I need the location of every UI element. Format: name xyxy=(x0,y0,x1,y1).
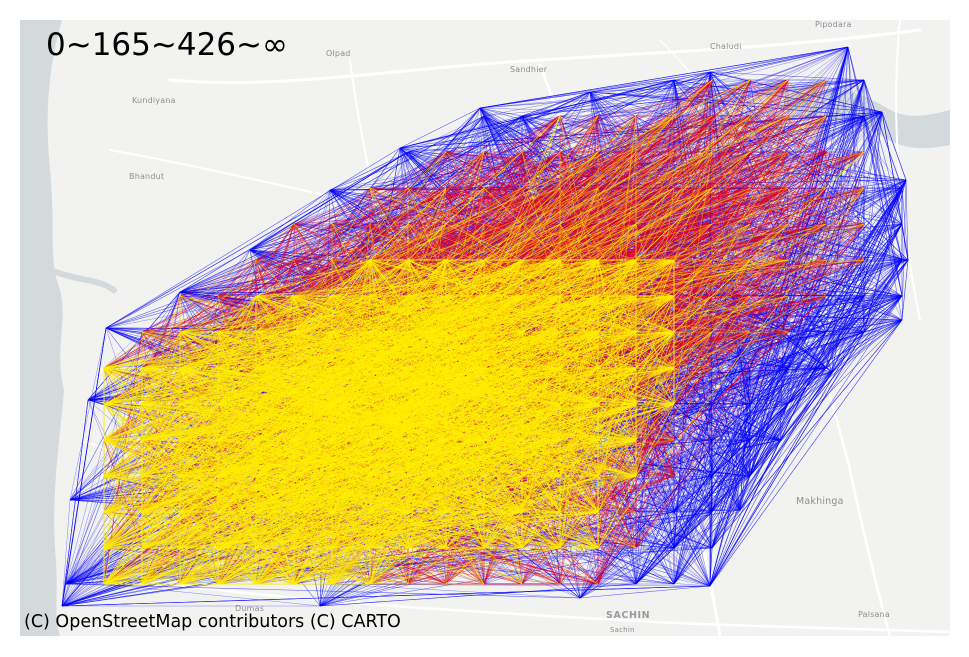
map-attribution: (C) OpenStreetMap contributors (C) CARTO xyxy=(24,612,401,632)
place-palsana: Palsana xyxy=(858,610,891,619)
place-sachin: SACHIN xyxy=(606,610,651,621)
place-pipodara: Pipodara xyxy=(815,20,852,29)
map-view[interactable]: Pipodara Chaludi Olpad Sandhier Kundiyan… xyxy=(20,20,950,636)
place-chaludi: Chaludi xyxy=(710,42,742,51)
place-kundiyana: Kundiyana xyxy=(132,96,176,105)
place-sachin-small: Sachin xyxy=(610,626,635,634)
flow-lines-layer xyxy=(61,46,909,607)
place-makhinga: Makhinga xyxy=(796,496,844,507)
core-grid-edges xyxy=(103,259,675,585)
place-sandhier: Sandhier xyxy=(510,65,548,74)
sea-water xyxy=(20,20,64,636)
place-bhandut: Bhandut xyxy=(129,172,165,181)
creek xyxy=(48,267,118,295)
place-olpad: Olpad xyxy=(326,49,351,58)
legend-title: 0~165~426~∞ xyxy=(46,27,288,63)
place-dumas: Dumas xyxy=(235,604,265,613)
